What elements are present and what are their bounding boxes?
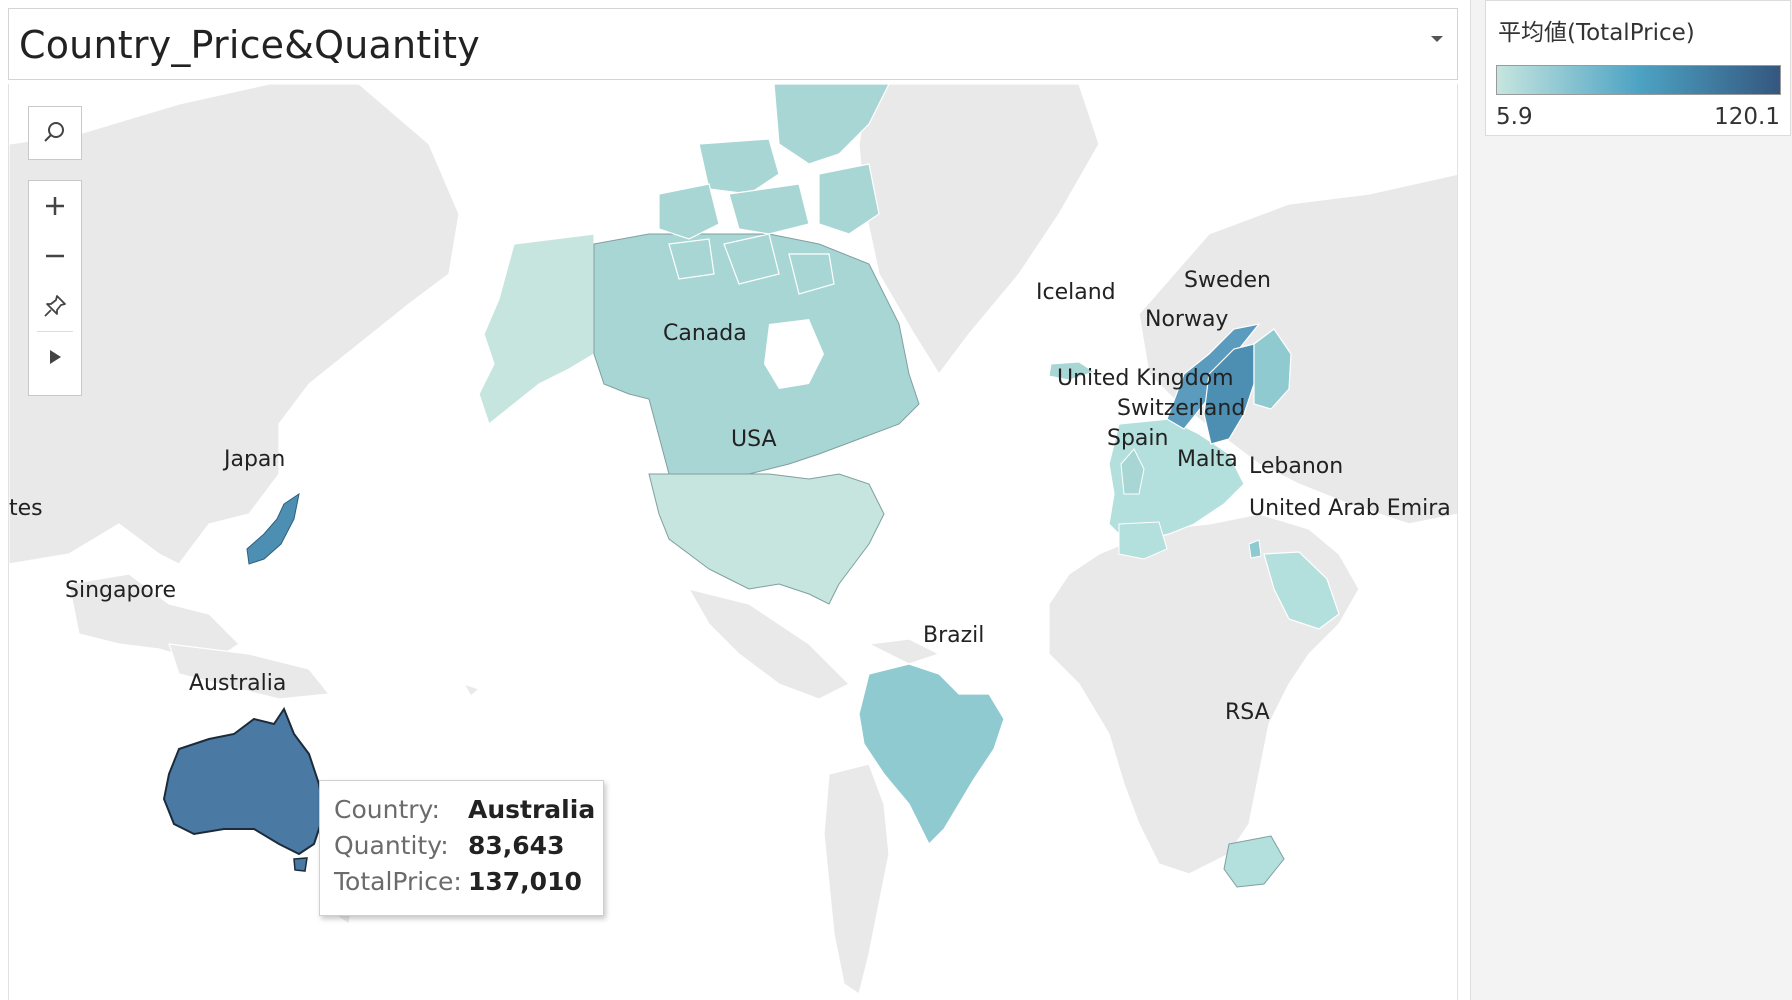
label-partial-country: tes bbox=[9, 496, 43, 521]
caribbean-land bbox=[866, 638, 941, 665]
hudson-bay bbox=[764, 319, 824, 389]
tooltip-value: 137,010 bbox=[468, 867, 582, 896]
caret-down-icon[interactable] bbox=[1427, 29, 1447, 49]
usa-region[interactable] bbox=[648, 473, 885, 605]
indonesia-land bbox=[168, 643, 331, 700]
label-sweden: Sweden bbox=[1184, 268, 1271, 293]
spain-region[interactable] bbox=[1118, 521, 1168, 560]
label-united-kingdom: United Kingdom bbox=[1057, 366, 1234, 391]
finland-region[interactable] bbox=[1253, 328, 1292, 410]
brazil-region[interactable] bbox=[858, 663, 1005, 846]
label-uae: United Arab Emira bbox=[1249, 496, 1451, 521]
pin-icon bbox=[44, 295, 66, 317]
label-malta: Malta bbox=[1177, 447, 1238, 472]
legend-max-label: 120.1 bbox=[1714, 104, 1780, 130]
tooltip-key: Country: bbox=[334, 795, 440, 824]
uk-region[interactable] bbox=[1120, 448, 1145, 495]
pacific-island-land bbox=[462, 682, 481, 697]
label-switzerland: Switzerland bbox=[1117, 396, 1246, 421]
canada-arctic-islands[interactable] bbox=[658, 84, 890, 295]
asia-land bbox=[9, 84, 460, 565]
map-search-box bbox=[28, 106, 82, 160]
label-norway: Norway bbox=[1145, 307, 1229, 332]
map-view[interactable]: Canada USA Iceland Sweden Norway United … bbox=[8, 84, 1458, 1000]
tasmania-region[interactable] bbox=[293, 857, 308, 872]
zoom-in-button[interactable] bbox=[29, 181, 81, 231]
zoom-out-icon bbox=[46, 254, 64, 258]
view-title-bar: Country_Price&Quantity bbox=[8, 8, 1458, 80]
europe-region[interactable] bbox=[1108, 418, 1245, 540]
world-map[interactable] bbox=[9, 84, 1458, 1000]
tooltip-key: TotalPrice: bbox=[334, 867, 462, 896]
search-icon bbox=[44, 122, 64, 142]
legend-min-label: 5.9 bbox=[1496, 104, 1533, 130]
label-spain: Spain bbox=[1107, 426, 1169, 451]
tooltip-value: 83,643 bbox=[468, 831, 565, 860]
label-usa: USA bbox=[731, 427, 777, 452]
tooltip-value: Australia bbox=[468, 795, 596, 824]
legend-title: 平均値(TotalPrice) bbox=[1498, 20, 1695, 46]
label-lebanon: Lebanon bbox=[1249, 454, 1344, 479]
legend-color-ramp bbox=[1496, 65, 1781, 95]
expand-toolbar-button[interactable] bbox=[29, 332, 81, 382]
iceland-region[interactable] bbox=[1048, 361, 1096, 381]
map-zoom-toolbar bbox=[28, 180, 82, 396]
label-brazil: Brazil bbox=[923, 623, 985, 648]
canada-region[interactable] bbox=[593, 233, 920, 475]
zoom-out-button[interactable] bbox=[29, 231, 81, 281]
toolbar-divider bbox=[37, 331, 73, 332]
rsa-region[interactable] bbox=[1223, 835, 1285, 888]
tooltip-key: Quantity: bbox=[334, 831, 449, 860]
label-australia: Australia bbox=[189, 671, 287, 696]
color-legend[interactable]: 平均値(TotalPrice) 5.9 120.1 bbox=[1485, 0, 1791, 136]
label-japan: Japan bbox=[224, 447, 286, 472]
play-icon bbox=[50, 350, 61, 364]
pin-map-button[interactable] bbox=[29, 281, 81, 331]
central-america-land bbox=[687, 588, 851, 700]
lebanon-region[interactable] bbox=[1248, 539, 1262, 559]
label-iceland: Iceland bbox=[1036, 280, 1116, 305]
side-panel: 平均値(TotalPrice) 5.9 120.1 bbox=[1470, 0, 1792, 1000]
label-rsa: RSA bbox=[1225, 700, 1270, 725]
view-title: Country_Price&Quantity bbox=[19, 23, 480, 67]
zoom-in-icon bbox=[46, 197, 64, 215]
japan-region[interactable] bbox=[246, 492, 300, 565]
label-singapore: Singapore bbox=[65, 578, 176, 603]
south-america-land bbox=[823, 763, 890, 995]
uae-region[interactable] bbox=[1263, 551, 1340, 630]
label-canada: Canada bbox=[663, 321, 747, 346]
map-search-button[interactable] bbox=[29, 107, 81, 157]
sweden-region[interactable] bbox=[1203, 343, 1255, 445]
hover-tooltip: Country: Australia Quantity: 83,643 Tota… bbox=[319, 780, 604, 916]
